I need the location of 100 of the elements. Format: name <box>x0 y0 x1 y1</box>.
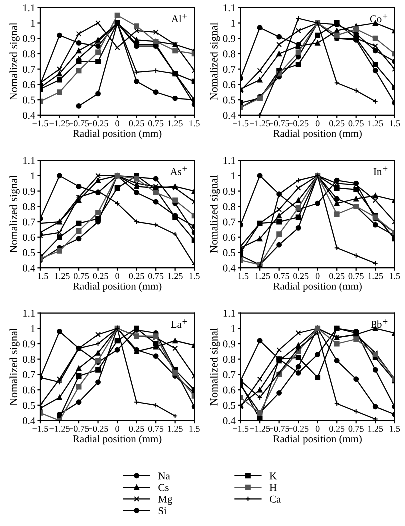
y-tick-label: 0.7 <box>23 66 36 74</box>
y-axis-title: Nomalized signal <box>210 328 220 406</box>
x-tick-label: −1.5 <box>233 273 249 280</box>
y-tick-label: 0.9 <box>23 340 36 348</box>
x-tick-label: 1.25 <box>368 426 384 432</box>
y-tick-label: 1.1 <box>224 310 236 318</box>
y-tick-label: 0.8 <box>223 356 236 364</box>
x-tick-label: −1.5 <box>32 120 48 127</box>
y-tick-label: 0.7 <box>223 218 236 226</box>
x-tick-label: −0.25 <box>288 426 309 432</box>
x-tick-label: −0.75 <box>269 120 290 127</box>
x-tick-label: −0.25 <box>288 273 309 280</box>
y-tick-label: 1 <box>31 172 36 180</box>
x-tick-label: −0.25 <box>288 120 309 127</box>
x-tick-label: 1.5 <box>390 120 400 127</box>
y-tick-label: 1 <box>31 325 36 332</box>
y-tick-label: 0.7 <box>23 371 36 378</box>
y-tick-label: 0.5 <box>223 249 236 257</box>
y-tick-label: 0.4 <box>23 264 36 272</box>
y-tick-label: 1.1 <box>24 157 36 164</box>
y-tick-label: 1 <box>232 172 236 180</box>
y-tick-label: 1 <box>232 325 236 332</box>
x-tick-label: −1.25 <box>50 426 70 432</box>
x-tick-label: 0.25 <box>129 120 144 127</box>
legend-label: Na <box>158 472 170 480</box>
y-tick-label: 0.9 <box>23 35 36 42</box>
y-tick-label: 0.9 <box>223 35 236 42</box>
x-tick-label: 0.75 <box>348 120 364 127</box>
y-tick-label: 0.5 <box>223 402 236 410</box>
y-tick-label: 0.9 <box>23 188 36 196</box>
x-tick-label: −1.5 <box>233 426 249 432</box>
y-tick-label: 0.4 <box>23 417 36 425</box>
y-tick-label: 0.7 <box>223 66 236 74</box>
x-tick-label: 0.75 <box>148 426 164 432</box>
y-tick-label: 0.4 <box>223 264 236 272</box>
x-tick-label: 1.25 <box>368 273 384 280</box>
x-tick-label: 1.25 <box>368 120 384 127</box>
x-tick-label: −0.25 <box>88 426 108 432</box>
x-tick-label: −1.5 <box>233 120 249 127</box>
x-tick-label: 1.5 <box>190 273 200 280</box>
x-tick-label: 0.25 <box>129 426 144 432</box>
x-tick-label: −0.75 <box>269 426 290 432</box>
x-axis-title: Radial position (mm) <box>274 282 362 292</box>
x-axis-title: Radial position (mm) <box>73 282 162 292</box>
x-tick-label: 1.25 <box>168 273 183 280</box>
x-tick-label: 0 <box>116 273 120 280</box>
x-tick-label: 0.25 <box>129 273 144 280</box>
x-tick-label: −0.75 <box>69 120 90 127</box>
y-tick-label: 1.1 <box>24 4 36 12</box>
text: As$^{+}$ <box>170 166 188 176</box>
y-tick-label: 0.5 <box>23 402 36 410</box>
y-axis-title: Nomalized signal <box>10 22 20 100</box>
x-tick-label: −1.25 <box>250 426 270 432</box>
x-axis-title: Radial position (mm) <box>73 435 162 445</box>
x-tick-label: 0.25 <box>330 120 345 127</box>
legend-label: K <box>270 472 277 480</box>
y-tick-label: 0.8 <box>223 50 236 58</box>
y-tick-label: 1 <box>31 20 36 27</box>
y-axis-title: Nomalized signal <box>210 176 220 254</box>
x-axis-title: Radial position (mm) <box>274 435 362 445</box>
y-tick-label: 0.6 <box>23 386 36 394</box>
x-tick-label: 1.25 <box>168 120 183 127</box>
y-tick-label: 0.6 <box>23 81 36 88</box>
y-tick-label: 1 <box>232 20 236 27</box>
y-tick-label: 0.6 <box>223 386 236 394</box>
x-tick-label: 1.25 <box>168 426 183 432</box>
y-tick-label: 0.4 <box>223 112 236 120</box>
y-axis-title: Nomalized signal <box>10 176 20 254</box>
y-axis-title: Nomalized signal <box>210 22 220 100</box>
x-tick-label: 0 <box>116 426 120 432</box>
y-tick-label: 0.4 <box>23 112 36 120</box>
x-tick-label: −0.75 <box>69 273 90 280</box>
y-tick-label: 0.9 <box>223 188 236 196</box>
y-tick-label: 0.6 <box>23 234 36 242</box>
y-tick-label: 1.1 <box>224 4 236 12</box>
x-tick-label: 0.75 <box>348 273 364 280</box>
legend-label: Mg <box>158 496 172 506</box>
x-tick-label: −1.5 <box>32 273 48 280</box>
legend-label: Ca <box>270 496 282 503</box>
x-tick-label: 0.75 <box>348 426 364 432</box>
x-axis-title: Radial position (mm) <box>274 130 362 140</box>
x-tick-label: −1.25 <box>50 273 70 280</box>
y-tick-label: 1.1 <box>224 157 236 164</box>
x-tick-label: 0.25 <box>330 273 345 280</box>
x-tick-label: 0 <box>316 273 320 280</box>
legend-label: Si <box>158 508 167 515</box>
x-tick-label: 1.5 <box>390 426 400 432</box>
x-tick-label: −1.5 <box>32 426 48 432</box>
x-tick-label: −1.25 <box>250 120 270 127</box>
legend-label: H <box>270 484 277 492</box>
x-tick-label: −0.25 <box>88 120 108 127</box>
x-tick-label: −0.75 <box>269 273 290 280</box>
y-tick-label: 0.5 <box>23 96 36 104</box>
chart-title: Al$^{+}$ <box>172 14 188 23</box>
y-tick-label: 0.9 <box>223 340 236 348</box>
y-tick-label: 0.8 <box>23 356 36 364</box>
x-tick-label: 0.25 <box>330 426 345 432</box>
x-tick-label: 1.5 <box>390 273 400 280</box>
x-axis-title: Radial position (mm) <box>73 130 162 140</box>
y-tick-label: 0.8 <box>23 50 36 58</box>
